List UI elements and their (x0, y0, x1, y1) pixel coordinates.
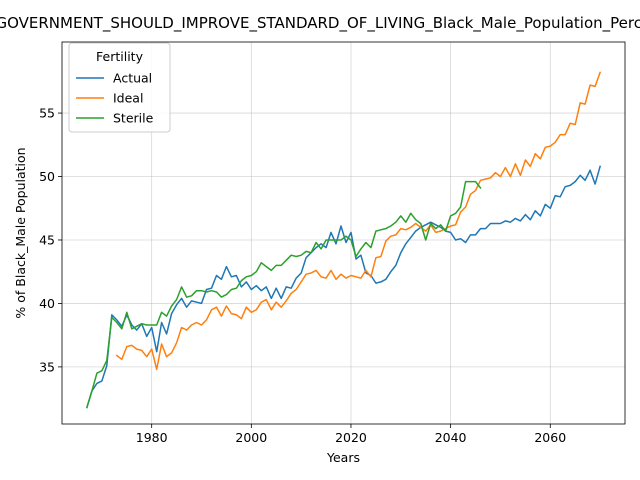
series-group (85, 71, 602, 409)
y-tick-label: 40 (39, 296, 55, 311)
y-tick-label: 35 (39, 359, 55, 374)
series-line-actual (85, 165, 602, 409)
series-line-sterile (85, 180, 482, 409)
legend-label-ideal: Ideal (113, 91, 143, 106)
x-axis-label: Years (326, 450, 360, 465)
y-tick-label: 45 (39, 232, 55, 247)
y-axis-label: % of Black_Male Population (13, 147, 28, 318)
legend-title: Fertility (96, 49, 144, 64)
chart-title: GOVERNMENT_SHOULD_IMPROVE_STANDARD_OF_LI… (0, 14, 640, 33)
x-tick-label: 1980 (136, 430, 168, 445)
plot-area (61, 41, 626, 425)
x-tick-label: 2000 (235, 430, 267, 445)
legend: Fertility Actual Ideal Sterile (68, 42, 171, 133)
legend-box (68, 42, 171, 133)
legend-label-actual: Actual (113, 71, 152, 86)
y-axis-ticks: 35 40 45 50 55 (39, 106, 62, 374)
series-line-ideal (115, 71, 602, 371)
legend-label-sterile: Sterile (113, 111, 154, 126)
y-tick-label: 50 (39, 169, 55, 184)
x-tick-label: 2060 (534, 430, 566, 445)
x-tick-label: 2020 (335, 430, 367, 445)
x-tick-label: 2040 (435, 430, 467, 445)
x-axis-ticks: 1980 2000 2020 2040 2060 (136, 424, 566, 445)
legend-entries: Actual Ideal Sterile (76, 71, 154, 126)
y-tick-label: 55 (39, 106, 55, 121)
